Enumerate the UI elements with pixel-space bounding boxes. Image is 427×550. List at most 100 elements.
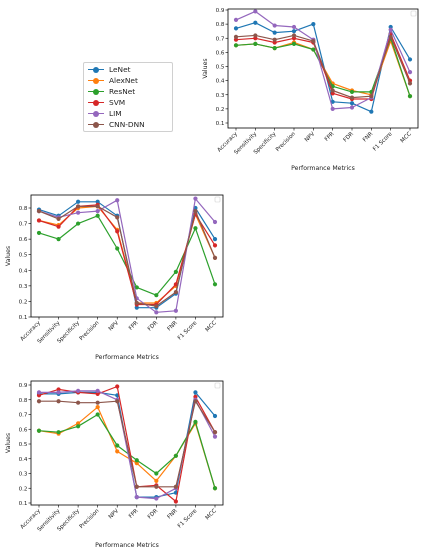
- point-svm: [56, 387, 61, 392]
- point-resnet: [407, 94, 413, 99]
- legend-label: AlexNet: [109, 76, 138, 85]
- legend-label: LeNet: [109, 65, 131, 74]
- point-lim: [272, 23, 277, 28]
- point-resnet: [76, 221, 81, 226]
- legend-swatch-alexnet: [88, 75, 104, 86]
- point-lim: [154, 310, 159, 315]
- point-alexnet: [115, 449, 120, 454]
- point-lim: [95, 388, 100, 393]
- point-resnet: [154, 293, 159, 298]
- point-lim: [212, 219, 218, 225]
- point-cnn-dnn: [36, 399, 42, 404]
- series-line-lim: [235, 10, 411, 110]
- x-tick-label: FPR: [128, 320, 140, 332]
- legend-entry-cnn-dnn: CNN-DNN: [88, 119, 168, 130]
- point-resnet: [349, 89, 355, 95]
- point-svm: [193, 394, 198, 399]
- point-cnn-dnn: [272, 37, 277, 42]
- point-cnn-dnn: [212, 255, 218, 260]
- point-lenet: [233, 26, 239, 31]
- point-resnet: [134, 285, 139, 290]
- y-tick-label: 0.6: [19, 427, 28, 433]
- legend-entry-alexnet: AlexNet: [88, 75, 168, 86]
- point-lenet: [311, 22, 316, 27]
- point-resnet: [95, 213, 100, 218]
- point-cnn-dnn: [95, 204, 100, 209]
- point-lim: [36, 390, 42, 395]
- point-svm: [115, 384, 120, 389]
- point-cnn-dnn: [193, 209, 198, 214]
- point-lim: [95, 209, 100, 214]
- point-lim: [193, 196, 198, 201]
- y-tick-label: 0.8: [19, 206, 28, 212]
- point-cnn-dnn: [115, 399, 120, 404]
- point-lim: [349, 105, 355, 110]
- legend-swatch-lenet: [88, 64, 104, 75]
- point-lenet: [253, 20, 258, 25]
- plot-frame: [227, 8, 419, 129]
- y-tick-label: 0.9: [19, 383, 28, 389]
- point-lim: [76, 210, 81, 215]
- point-cnn-dnn: [388, 34, 393, 39]
- point-resnet: [115, 246, 120, 251]
- legend-entry-lim: LIM: [88, 108, 168, 119]
- series-line-cnn-dnn: [235, 34, 411, 99]
- point-cnn-dnn: [311, 38, 316, 44]
- point-cnn-dnn: [369, 94, 374, 99]
- x-tick-label: MCC: [205, 508, 218, 521]
- point-lim: [76, 388, 81, 393]
- point-cnn-dnn: [134, 484, 139, 489]
- point-lim: [407, 70, 413, 75]
- y-tick-label: 0.3: [19, 472, 28, 478]
- point-alexnet: [134, 461, 139, 466]
- legend: LeNet AlexNet ResNet SVM LIM CNN-DNN: [83, 62, 173, 132]
- point-lim: [134, 495, 139, 500]
- point-resnet: [233, 43, 239, 48]
- point-lenet: [212, 237, 218, 242]
- point-resnet: [95, 412, 100, 417]
- y-axis-label: Values: [202, 58, 209, 78]
- legend-box-empty: [410, 10, 417, 17]
- point-resnet: [193, 419, 198, 424]
- legend-entry-resnet: ResNet: [88, 86, 168, 97]
- point-svm: [115, 229, 120, 234]
- point-cnn-dnn: [253, 33, 258, 38]
- point-resnet: [36, 428, 42, 433]
- y-tick-label: 0.7: [216, 36, 225, 42]
- point-cnn-dnn: [56, 216, 61, 221]
- series-line-svm: [38, 385, 216, 503]
- point-lim: [330, 106, 335, 111]
- point-cnn-dnn: [349, 95, 355, 100]
- point-resnet: [212, 282, 218, 287]
- y-tick-label: 0.4: [19, 268, 28, 274]
- point-resnet: [253, 41, 258, 47]
- point-cnn-dnn: [291, 33, 297, 38]
- point-resnet: [154, 471, 159, 476]
- legend-label: LIM: [109, 109, 122, 118]
- point-resnet: [291, 41, 297, 47]
- y-tick-label: 0.9: [216, 8, 225, 14]
- y-tick-label: 0.1: [19, 315, 28, 321]
- x-axis-label: Performance Metrics: [95, 542, 159, 549]
- point-lim: [253, 9, 258, 14]
- y-tick-label: 0.8: [216, 22, 225, 28]
- point-cnn-dnn: [76, 204, 81, 209]
- legend-swatch-cnn-dnn: [88, 119, 104, 130]
- x-axis-label: Performance Metrics: [95, 354, 159, 361]
- plot-frame: [30, 380, 224, 506]
- point-alexnet: [76, 421, 81, 426]
- x-tick-label: FDR: [147, 508, 159, 520]
- y-tick-label: 0.5: [19, 253, 28, 259]
- y-tick-label: 0.2: [19, 299, 28, 305]
- point-svm: [95, 391, 100, 396]
- point-cnn-dnn: [407, 81, 413, 86]
- point-cnn-dnn: [154, 484, 159, 489]
- y-tick-label: 0.1: [19, 501, 28, 507]
- x-tick-label: Precision: [79, 508, 101, 530]
- legend-swatch-svm: [88, 97, 104, 108]
- point-lenet: [212, 413, 218, 419]
- point-cnn-dnn: [173, 484, 178, 489]
- point-alexnet: [154, 478, 159, 483]
- point-lenet: [407, 57, 413, 62]
